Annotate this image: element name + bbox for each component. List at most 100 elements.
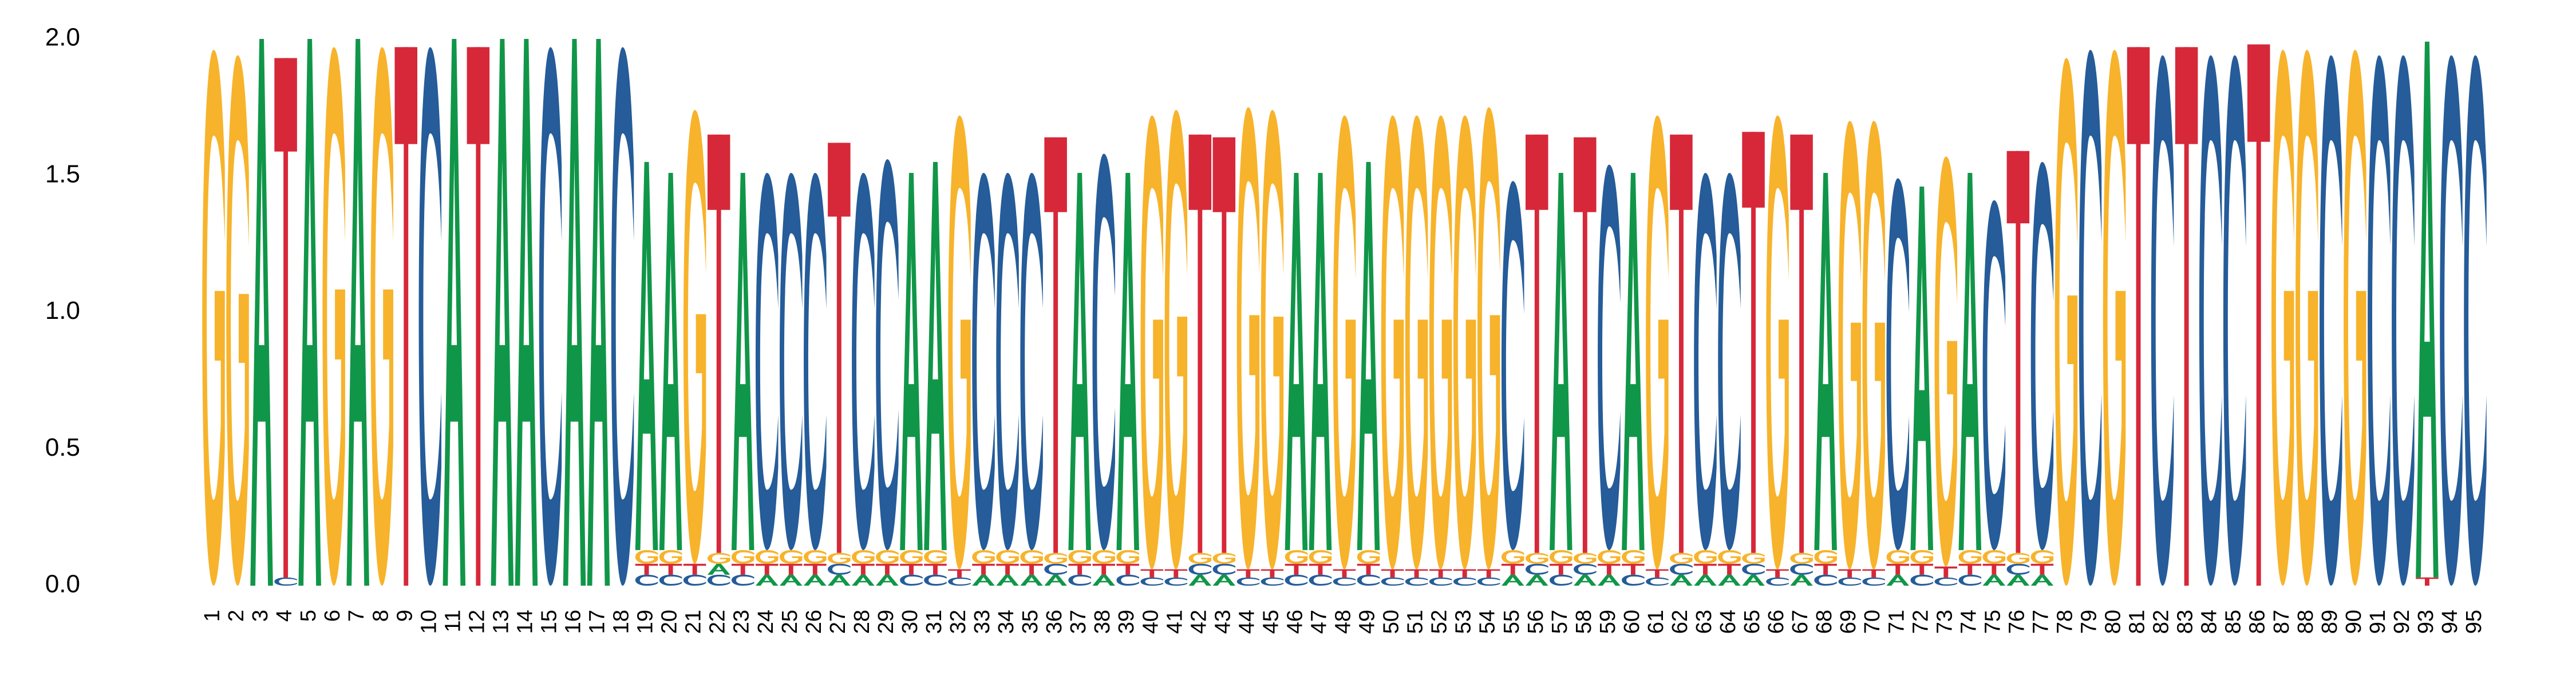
- logo-letter-C: [2392, 55, 2415, 586]
- logo-letter-C: [1790, 563, 1813, 575]
- logo-letter-G: [1429, 115, 1452, 570]
- logo-letter-T: [467, 47, 490, 586]
- logo-letter-T: [1694, 563, 1717, 575]
- logo-letter-G: [1092, 550, 1115, 564]
- logo-column: [587, 39, 610, 586]
- logo-letter-T: [2006, 151, 2030, 553]
- x-tick-label: 22: [706, 610, 730, 634]
- logo-letter-T: [1766, 569, 1789, 578]
- logo-column: [1333, 115, 1356, 586]
- logo-letter-T: [972, 563, 995, 575]
- logo-letter-C: [1236, 577, 1260, 586]
- logo-letter-A: [1790, 574, 1813, 586]
- logo-letter-A: [346, 39, 369, 586]
- logo-letter-A: [1694, 574, 1717, 586]
- x-tick-label: 15: [537, 610, 561, 634]
- logo-letter-A: [1116, 172, 1139, 550]
- logo-letter-A: [1958, 172, 1982, 550]
- logo-letter-G: [1116, 550, 1139, 564]
- logo-letter-G: [1020, 550, 1043, 564]
- logo-letter-C: [1550, 574, 1573, 586]
- logo-letter-A: [804, 574, 827, 586]
- logo-letter-G: [1140, 115, 1164, 570]
- logo-letter-A: [2006, 574, 2030, 586]
- logo-column: [996, 172, 1019, 586]
- logo-letter-A: [707, 563, 730, 575]
- logo-column: [659, 172, 682, 586]
- logo-letter-T: [2030, 563, 2054, 575]
- logo-letter-A: [2416, 41, 2439, 578]
- logo-letter-T: [1188, 135, 1212, 553]
- logo-column: [731, 172, 754, 586]
- logo-letter-G: [1477, 107, 1500, 570]
- logo-letter-A: [1020, 574, 1043, 586]
- logo-column: [1188, 135, 1212, 586]
- y-tick-label: 2.0: [45, 23, 80, 52]
- logo-letter-G: [1598, 550, 1621, 564]
- x-tick-label: 54: [1476, 610, 1500, 634]
- logo-letter-G: [1838, 121, 1861, 570]
- logo-letter-C: [274, 577, 297, 586]
- x-tick-label: 24: [754, 610, 778, 634]
- logo-letter-C: [1188, 563, 1212, 575]
- logo-letter-C: [707, 574, 730, 586]
- logo-column: [2392, 55, 2415, 586]
- x-tick-label: 6: [321, 610, 345, 622]
- x-tick-label: 9: [393, 610, 417, 622]
- logo-letter-G: [1622, 550, 1645, 564]
- logo-letter-G: [828, 552, 851, 564]
- logo-column: [1453, 115, 1476, 586]
- logo-letter-A: [1188, 574, 1212, 586]
- logo-letter-C: [1574, 563, 1597, 575]
- logo-column: [2296, 50, 2318, 586]
- logo-letter-G: [1862, 121, 1885, 570]
- logo-letter-T: [1622, 563, 1645, 575]
- logo-column: [1525, 135, 1548, 586]
- logo-letter-T: [2127, 47, 2150, 586]
- x-tick-label: 25: [778, 610, 802, 634]
- logo-letter-G: [1694, 550, 1717, 564]
- logo-letter-C: [804, 172, 827, 550]
- x-tick-label: 28: [850, 610, 874, 634]
- logo-letter-T: [1381, 569, 1404, 578]
- logo-column: [1140, 115, 1164, 586]
- x-tick-label: 27: [826, 610, 850, 634]
- logo-letter-T: [1068, 563, 1091, 575]
- logo-letter-T: [924, 563, 947, 575]
- logo-letter-T: [1405, 569, 1428, 578]
- logo-column: [2440, 55, 2463, 586]
- logo-letter-G: [1453, 115, 1476, 570]
- x-tick-label: 70: [1860, 610, 1884, 634]
- logo-letter-C: [1525, 563, 1548, 575]
- logo-letter-C: [1718, 172, 1741, 550]
- logo-letter-A: [515, 39, 538, 586]
- logo-letter-G: [972, 550, 995, 564]
- logo-letter-T: [731, 563, 754, 575]
- x-tick-label: 71: [1884, 610, 1909, 634]
- logo-letter-G: [1285, 550, 1308, 564]
- logo-letter-T: [1550, 563, 1573, 575]
- logo-letter-G: [948, 115, 971, 570]
- logo-letter-C: [611, 47, 634, 586]
- logo-letter-A: [250, 39, 273, 586]
- logo-letter-G: [876, 550, 899, 564]
- logo-column: [1910, 186, 1934, 586]
- logo-column: [2223, 55, 2246, 586]
- x-tick-label: 94: [2438, 610, 2462, 634]
- logo-letter-G: [996, 550, 1019, 564]
- logo-letter-G: [1934, 156, 1958, 567]
- x-tick-label: 52: [1428, 610, 1452, 634]
- logo-letter-T: [1285, 563, 1308, 575]
- logo-letter-T: [1477, 569, 1500, 578]
- logo-column: [1405, 115, 1428, 586]
- logo-letter-C: [1934, 577, 1958, 586]
- logo-letter-C: [996, 172, 1019, 550]
- logo-letter-A: [1814, 172, 1837, 550]
- logo-letter-G: [1982, 550, 2006, 564]
- logo-letter-G: [2296, 50, 2318, 586]
- logo-letter-A: [587, 39, 610, 586]
- x-tick-label: 19: [634, 610, 658, 634]
- x-tick-label: 5: [297, 610, 321, 622]
- x-tick-label: 51: [1404, 610, 1428, 634]
- x-tick-label: 44: [1235, 610, 1259, 634]
